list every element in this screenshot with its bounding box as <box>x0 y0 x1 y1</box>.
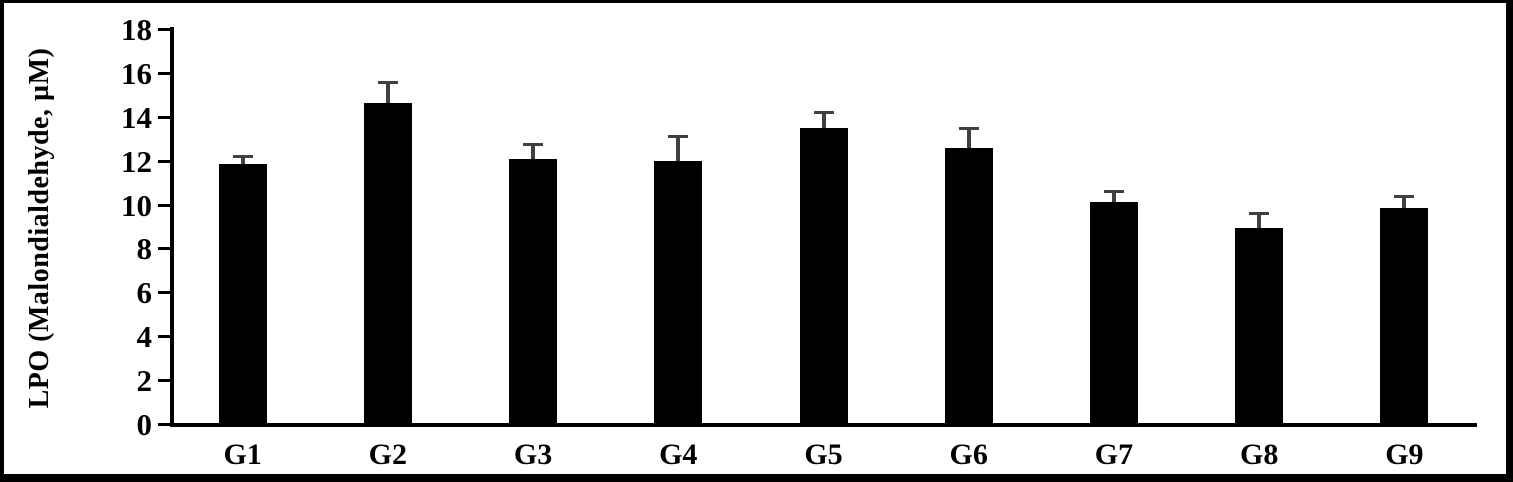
x-axis-line <box>170 423 1477 427</box>
y-tick-mark <box>158 335 170 339</box>
x-category-label: G3 <box>513 438 553 471</box>
y-tick-mark <box>158 247 170 251</box>
bar <box>509 158 558 425</box>
y-tick-label: 18 <box>121 12 152 47</box>
y-tick-label: 6 <box>136 275 153 311</box>
bar <box>363 102 412 425</box>
y-tick-label: 4 <box>136 319 153 355</box>
y-tick-mark <box>158 291 170 295</box>
y-tick-mark <box>158 115 170 119</box>
x-category-label: G5 <box>804 438 843 471</box>
y-axis-title: LPO (Malondialdehyde, µM) <box>24 47 55 409</box>
error-bar-stem <box>821 112 826 134</box>
error-bar-cap <box>668 134 689 138</box>
x-category-label: G1 <box>223 438 262 471</box>
y-tick-mark <box>158 28 170 31</box>
x-category-label: G8 <box>1239 438 1279 471</box>
y-tick-label: 14 <box>121 99 152 135</box>
bar <box>654 160 703 425</box>
x-category-label: G7 <box>1094 438 1134 471</box>
x-category-label: G2 <box>368 438 407 471</box>
error-bar-cap <box>1103 190 1124 194</box>
error-bar-cap <box>1394 194 1415 198</box>
y-tick-mark <box>158 203 170 207</box>
x-category-label: G6 <box>949 438 988 471</box>
x-category-label: G4 <box>659 438 698 471</box>
error-bar-stem <box>966 127 971 154</box>
error-bar-cap <box>377 80 398 84</box>
y-tick-mark <box>158 379 170 383</box>
bar <box>1235 227 1284 425</box>
y-tick-label: 0 <box>136 407 153 442</box>
error-bar-cap <box>958 126 979 130</box>
error-bar-stem <box>1257 213 1262 234</box>
y-tick-label: 12 <box>121 143 152 179</box>
bar <box>218 164 267 425</box>
y-tick-mark <box>158 71 170 75</box>
bar <box>944 147 993 425</box>
error-bar-stem <box>1111 191 1116 209</box>
y-tick-mark <box>158 423 170 426</box>
y-tick-mark <box>158 159 170 163</box>
x-category-label: G9 <box>1385 438 1424 471</box>
error-bar-stem <box>531 144 536 165</box>
error-bar-cap <box>813 111 834 115</box>
y-tick-label: 10 <box>121 187 152 223</box>
error-bar-cap <box>232 155 253 159</box>
bar <box>1380 207 1429 425</box>
y-axis-line <box>170 27 174 427</box>
error-bar-stem <box>676 135 681 167</box>
error-bar-stem <box>385 81 390 109</box>
error-bar-stem <box>1402 195 1407 214</box>
error-bar-stem <box>240 156 245 171</box>
y-tick-label: 16 <box>121 55 152 91</box>
bar <box>799 127 848 425</box>
error-bar-cap <box>523 143 544 147</box>
error-bar-cap <box>1249 212 1270 216</box>
y-tick-label: 8 <box>136 231 153 267</box>
bar <box>1089 202 1138 425</box>
y-tick-label: 2 <box>136 363 153 399</box>
